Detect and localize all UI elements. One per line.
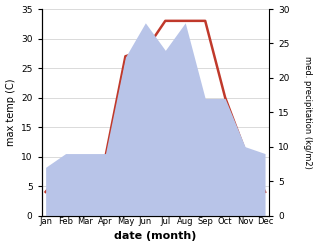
X-axis label: date (month): date (month) bbox=[114, 231, 197, 242]
Y-axis label: med. precipitation (kg/m2): med. precipitation (kg/m2) bbox=[303, 56, 313, 169]
Y-axis label: max temp (C): max temp (C) bbox=[5, 79, 16, 146]
